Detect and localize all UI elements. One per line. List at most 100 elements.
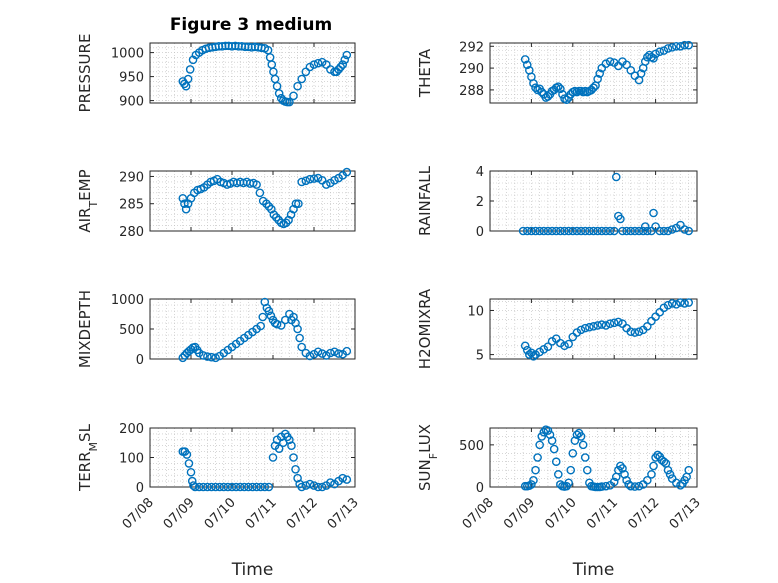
- x-tick-label: 07/13: [325, 495, 362, 532]
- data-point: [539, 226, 549, 236]
- data-point: [317, 482, 327, 492]
- data-point: [680, 299, 689, 308]
- data-point: [189, 481, 198, 490]
- x-tick-label: 07/09: [501, 495, 538, 532]
- y-tick-label: 288: [459, 84, 484, 99]
- y-axis-label: H2OMIXRA: [416, 288, 434, 369]
- data-point: [525, 350, 534, 359]
- data-point: [556, 84, 565, 94]
- data-point: [684, 465, 694, 475]
- plot-area: [490, 428, 697, 487]
- data-point: [252, 482, 261, 492]
- data-point: [255, 188, 265, 198]
- data-point: [609, 226, 619, 236]
- data-point: [178, 193, 188, 203]
- series-points: [520, 425, 694, 492]
- data-point: [274, 89, 284, 98]
- data-point: [537, 432, 547, 441]
- y-tick-label: 100: [119, 452, 144, 467]
- data-point: [589, 83, 598, 93]
- data-point: [529, 79, 538, 88]
- data-point: [597, 320, 607, 329]
- data-point: [342, 50, 352, 60]
- axes-box: [489, 298, 698, 360]
- data-point: [207, 352, 216, 362]
- data-point: [663, 44, 673, 53]
- data-point: [531, 83, 540, 93]
- data-point: [289, 453, 298, 462]
- data-point: [601, 481, 611, 491]
- data-point: [285, 97, 294, 107]
- data-point: [626, 65, 636, 75]
- data-point: [291, 199, 301, 209]
- y-axis-label: THETA: [416, 48, 434, 98]
- data-point: [554, 82, 563, 91]
- data-point: [543, 92, 553, 101]
- data-point: [529, 475, 538, 485]
- data-point: [556, 226, 565, 236]
- data-point: [180, 199, 189, 209]
- data-point: [667, 43, 677, 52]
- y-tick-label: 1000: [111, 47, 144, 62]
- y-axis-label: TERRMSL: [76, 423, 100, 492]
- data-point: [297, 74, 307, 84]
- data-point: [564, 339, 573, 349]
- data-point: [676, 41, 685, 51]
- data-point: [281, 218, 291, 228]
- data-point: [256, 482, 266, 492]
- y-tick-label: 900: [119, 95, 144, 110]
- data-point: [547, 436, 557, 445]
- data-point: [622, 60, 631, 70]
- data-point: [330, 175, 339, 185]
- data-point: [297, 177, 307, 187]
- data-point: [313, 347, 323, 357]
- data-point: [643, 475, 652, 485]
- data-point: [618, 226, 627, 236]
- data-point: [309, 174, 319, 183]
- x-tick-label: 07/11: [243, 495, 280, 532]
- subplot-sun_flux: 0 500 07/08 07/09 07/10 07/11 07/12 07/13 SUNFLU…: [416, 424, 704, 580]
- data-point: [280, 315, 290, 325]
- data-point: [611, 172, 621, 182]
- data-point: [651, 49, 660, 59]
- data-point: [336, 62, 345, 72]
- data-point: [663, 465, 673, 475]
- data-point: [531, 465, 540, 475]
- data-point: [655, 47, 665, 57]
- data-point: [605, 226, 615, 236]
- data-point: [622, 226, 631, 236]
- y-tick-label: 5: [476, 349, 484, 364]
- data-point: [531, 226, 540, 236]
- y-axis-label-text: LUX: [416, 424, 434, 453]
- data-point: [626, 327, 636, 336]
- data-point: [321, 180, 331, 189]
- data-point: [564, 226, 573, 236]
- data-point: [580, 226, 590, 236]
- data-point: [572, 226, 582, 236]
- data-point: [653, 450, 662, 460]
- y-axis-label-text: TERR: [76, 451, 94, 492]
- data-point: [276, 321, 286, 330]
- data-point: [207, 482, 216, 492]
- data-point: [198, 351, 208, 360]
- data-point: [543, 342, 553, 351]
- data-point: [198, 482, 208, 492]
- data-point: [342, 167, 352, 177]
- data-point: [576, 325, 586, 335]
- data-point: [297, 342, 307, 352]
- data-point: [649, 53, 658, 63]
- y-axis-label: SUNFLUX: [416, 424, 440, 491]
- data-point: [582, 465, 592, 475]
- y-tick-label: 280: [119, 225, 144, 240]
- data-point: [244, 482, 253, 492]
- data-point: [326, 478, 335, 487]
- data-point: [291, 464, 300, 474]
- plot-area: [490, 171, 697, 231]
- data-point: [609, 477, 619, 487]
- data-point: [549, 444, 559, 454]
- data-point: [667, 225, 677, 234]
- data-point: [518, 226, 528, 236]
- data-point: [223, 482, 233, 492]
- series-points: [518, 172, 694, 236]
- data-point: [289, 91, 298, 101]
